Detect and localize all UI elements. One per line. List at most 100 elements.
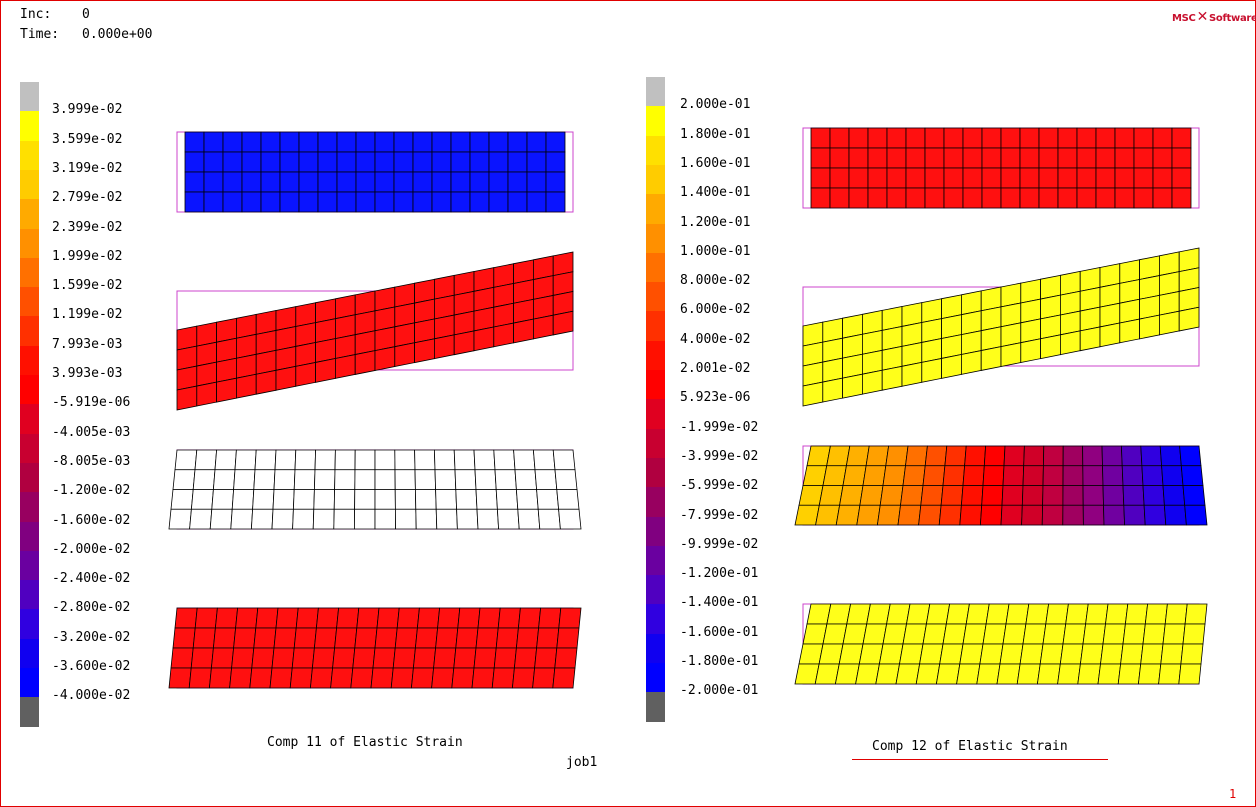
mesh-element bbox=[979, 643, 1004, 665]
mesh-element bbox=[431, 667, 455, 689]
mesh-element bbox=[514, 469, 538, 490]
mesh-element bbox=[1114, 127, 1135, 149]
mesh-element bbox=[1180, 465, 1204, 486]
mesh-element bbox=[374, 627, 398, 649]
mesh-element bbox=[393, 151, 414, 173]
mesh-element bbox=[835, 504, 861, 526]
mesh-element bbox=[495, 489, 519, 510]
mesh-element bbox=[526, 171, 547, 193]
mesh-element bbox=[214, 607, 239, 629]
legend-swatch bbox=[20, 404, 39, 435]
mesh-element bbox=[1000, 127, 1021, 149]
mesh-element bbox=[943, 147, 964, 169]
mesh-element bbox=[862, 465, 887, 486]
mesh-element bbox=[845, 445, 870, 467]
mesh-element bbox=[293, 469, 316, 490]
caption-underline bbox=[852, 759, 1108, 760]
mesh-element bbox=[982, 623, 1007, 645]
mesh-element bbox=[394, 449, 416, 471]
mesh-element bbox=[496, 508, 520, 530]
mesh-element bbox=[1159, 445, 1182, 467]
legend-label: -3.600e-02 bbox=[52, 659, 131, 674]
legend-swatch bbox=[20, 609, 39, 640]
mesh-element bbox=[394, 469, 416, 490]
mesh-element bbox=[233, 469, 256, 490]
mesh-element bbox=[473, 647, 497, 669]
mesh-element bbox=[168, 667, 192, 689]
legend-label: 1.999e-02 bbox=[52, 248, 123, 264]
mesh-element bbox=[925, 603, 951, 625]
mesh-element bbox=[859, 485, 884, 506]
mesh-element bbox=[829, 147, 850, 169]
mesh-element bbox=[234, 449, 257, 471]
mesh-element bbox=[1038, 147, 1059, 169]
mesh-element bbox=[190, 647, 214, 669]
mesh-element bbox=[1062, 465, 1084, 486]
mesh-element bbox=[855, 663, 880, 685]
mesh-element bbox=[1140, 643, 1164, 665]
legend-label: -8.005e-03 bbox=[52, 453, 131, 469]
mesh-element bbox=[174, 607, 198, 629]
mesh-element bbox=[352, 647, 376, 669]
mesh-element bbox=[203, 151, 224, 173]
mesh-element bbox=[1133, 167, 1154, 189]
mesh-element bbox=[315, 607, 340, 629]
mesh-element bbox=[900, 485, 924, 506]
mesh-element bbox=[1038, 127, 1059, 149]
mesh-element bbox=[941, 354, 962, 379]
mesh-element bbox=[1057, 147, 1078, 169]
mesh-element bbox=[1152, 167, 1173, 189]
mesh-element bbox=[431, 151, 452, 173]
mesh-element bbox=[526, 191, 547, 213]
mesh-element bbox=[905, 445, 928, 467]
mesh-element bbox=[416, 607, 441, 629]
mesh-element bbox=[1060, 330, 1081, 356]
mesh-element bbox=[471, 667, 495, 689]
mesh-element bbox=[433, 647, 457, 669]
mesh-element bbox=[980, 346, 1002, 371]
mesh-element bbox=[1022, 623, 1047, 645]
logo-x-icon: ✕ bbox=[1196, 9, 1209, 25]
legend-label: -5.999e-02 bbox=[680, 478, 759, 494]
mesh-element bbox=[915, 663, 941, 685]
mesh-element bbox=[393, 191, 414, 213]
legend-swatch bbox=[20, 521, 39, 552]
mesh-element bbox=[1139, 314, 1160, 340]
mesh-element bbox=[981, 127, 1002, 149]
mesh-element bbox=[1095, 147, 1116, 169]
mesh-element bbox=[1076, 167, 1097, 189]
legend-swatch bbox=[646, 106, 665, 137]
mesh-element bbox=[878, 643, 904, 665]
mesh-element bbox=[317, 131, 338, 153]
legend-label: -1.200e-01 bbox=[680, 566, 759, 582]
legend-label: 1.199e-02 bbox=[52, 307, 123, 323]
mesh-element bbox=[1097, 663, 1122, 685]
mesh-element bbox=[1000, 167, 1021, 189]
mesh-element bbox=[271, 508, 294, 530]
mesh-element bbox=[1122, 623, 1146, 645]
mesh-element bbox=[355, 151, 376, 173]
mesh-element bbox=[1020, 338, 1041, 364]
mesh-element bbox=[1062, 623, 1087, 645]
legend-label: -1.200e-02 bbox=[52, 483, 131, 499]
mesh-element bbox=[1082, 623, 1106, 645]
mesh-element bbox=[469, 191, 490, 213]
mesh-element bbox=[235, 373, 257, 399]
mesh-element bbox=[184, 131, 205, 153]
mesh-element bbox=[298, 171, 319, 193]
legend-label: -1.600e-01 bbox=[680, 624, 759, 640]
legend-label: 2.399e-02 bbox=[52, 219, 123, 235]
mesh-element bbox=[838, 643, 864, 665]
mesh-element bbox=[453, 449, 476, 471]
mesh-element bbox=[260, 131, 281, 153]
legend-swatch bbox=[20, 82, 39, 112]
mesh-element bbox=[473, 449, 496, 471]
mesh-element bbox=[203, 131, 224, 153]
mesh-element bbox=[1085, 603, 1109, 625]
mesh-element bbox=[1184, 504, 1208, 526]
mesh-element bbox=[176, 385, 198, 411]
mesh-element bbox=[848, 187, 869, 209]
mesh-element bbox=[313, 469, 336, 490]
mesh-element bbox=[842, 623, 868, 645]
mesh-element bbox=[414, 489, 437, 510]
